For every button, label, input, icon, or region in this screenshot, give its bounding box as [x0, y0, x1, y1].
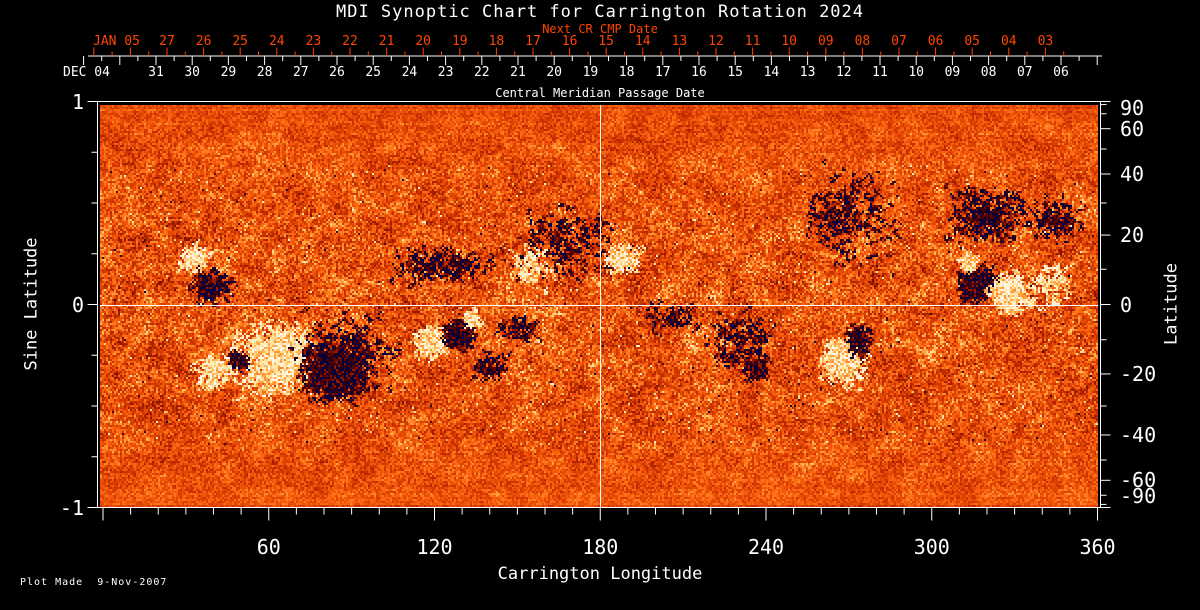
cmp-day-label: 31 [148, 65, 164, 80]
next-cr-month-label: JAN 05 [93, 34, 140, 49]
bottom-axis-tick-label: 300 [913, 535, 950, 559]
cmp-day-label: 26 [329, 65, 345, 80]
plot-made-timestamp: Plot Made 9-Nov-2007 [20, 577, 168, 588]
cmp-day-label: 24 [401, 65, 418, 80]
next-cr-day-label: 18 [488, 34, 505, 49]
right-axis-tick-label: -20 [1120, 361, 1157, 386]
next-cr-day-label: 20 [415, 34, 432, 49]
cmp-day-label: 06 [1053, 65, 1069, 80]
cmp-day-label: 27 [292, 65, 309, 80]
next-cr-day-label: 08 [854, 34, 871, 49]
next-cr-day-label: 17 [525, 34, 541, 49]
cmp-day-label: 12 [835, 65, 852, 80]
magnetogram-image [100, 103, 1098, 507]
right-axis-tick-label: 90 [1120, 96, 1145, 120]
next-cr-day-label: 07 [891, 34, 907, 49]
cmp-day-label: 16 [691, 65, 707, 80]
cmp-day-label: 07 [1016, 65, 1033, 80]
right-axis-tick-label: -60 [1120, 468, 1157, 493]
next-cr-day-label: 04 [1000, 34, 1017, 49]
next-cr-day-label: 11 [744, 34, 761, 49]
next-cr-day-label: 27 [159, 34, 175, 49]
cmp-day-label: 22 [473, 65, 490, 80]
bottom-axis-tick-label: 60 [256, 535, 281, 559]
next-cr-day-label: 03 [1037, 34, 1054, 49]
cmp-day-label: 20 [546, 65, 563, 80]
next-cr-day-label: 25 [232, 34, 249, 49]
cmp-day-label: 09 [944, 65, 961, 80]
next-cr-day-label: 26 [195, 34, 212, 49]
next-cr-day-label: 23 [305, 34, 322, 49]
cmp-day-label: 14 [763, 65, 780, 80]
right-axis-tick-label: 40 [1120, 162, 1145, 186]
cmp-day-label: 18 [618, 65, 635, 80]
next-cr-day-label: 19 [451, 34, 468, 49]
cmp-day-label: 10 [908, 65, 925, 80]
cmp-day-label: 19 [582, 65, 599, 80]
next-cr-day-label: 24 [268, 34, 285, 49]
cmp-day-label: 13 [799, 65, 816, 80]
next-cr-day-label: 10 [781, 34, 798, 49]
next-cr-day-label: 05 [964, 34, 981, 49]
cmp-day-label: 17 [654, 65, 671, 80]
next-cr-day-label: 06 [927, 34, 944, 49]
cmp-day-label: 11 [872, 65, 888, 80]
next-cr-day-label: 14 [634, 34, 651, 49]
right-axis-tick-label: -90 [1120, 484, 1157, 508]
right-axis-tick-label: -40 [1120, 422, 1157, 447]
next-cr-day-label: 16 [561, 34, 578, 49]
current-month-label: DEC 04 [63, 65, 110, 80]
cmp-day-label: 28 [256, 65, 273, 80]
bottom-axis-tick-label: 120 [416, 535, 453, 559]
right-axis-tick-label: 20 [1120, 223, 1145, 248]
right-axis-tick-label: 60 [1120, 116, 1145, 141]
left-axis-title: Sine Latitude [21, 237, 42, 371]
right-axis-tick-label: 0 [1120, 292, 1133, 317]
left-axis-tick-label: -1 [59, 495, 84, 520]
cmp-day-label: 29 [220, 65, 237, 80]
bottom-axis-tick-label: 360 [1079, 535, 1116, 559]
cmp-axis-label: Central Meridian Passage Date [495, 86, 705, 100]
chart-title: MDI Synoptic Chart for Carrington Rotati… [335, 2, 865, 22]
next-cr-day-label: 09 [817, 34, 834, 49]
cmp-day-label: 21 [510, 65, 526, 80]
cmp-day-label: 15 [727, 65, 744, 80]
cmp-day-label: 30 [184, 65, 201, 80]
next-cr-day-label: 12 [708, 34, 724, 49]
left-axis-tick-label: 1 [71, 89, 84, 114]
cmp-day-label: 08 [980, 65, 997, 80]
bottom-axis-tick-label: 240 [747, 535, 785, 559]
bottom-axis-title: Carrington Longitude [497, 564, 703, 584]
next-cr-day-label: 13 [671, 34, 688, 49]
next-cr-day-label: 15 [598, 34, 615, 49]
cmp-day-label: 23 [437, 65, 454, 80]
cmp-day-label: 25 [365, 65, 382, 80]
next-cr-cmp-date-label: Next CR CMP Date [542, 22, 658, 36]
right-axis-title: Latitude [1161, 263, 1182, 345]
next-cr-day-label: 21 [378, 34, 395, 49]
next-cr-day-label: 22 [342, 34, 358, 49]
left-axis-tick-label: 0 [71, 292, 84, 317]
plot-border [97, 101, 1101, 508]
bottom-axis-tick-label: 180 [582, 535, 619, 559]
